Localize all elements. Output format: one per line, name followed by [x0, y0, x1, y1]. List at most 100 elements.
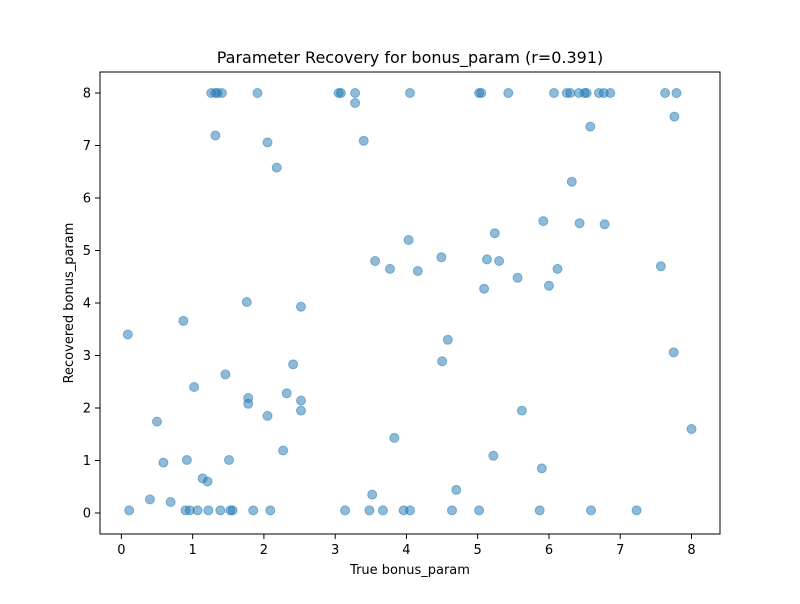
data-point-78: [165, 497, 176, 507]
data-point-10: [476, 88, 487, 98]
data-point-29: [271, 162, 282, 173]
data-point-33: [599, 219, 610, 230]
y-tick-label: 0: [83, 507, 91, 522]
data-point-67: [278, 445, 289, 456]
data-point-70: [224, 455, 234, 465]
data-point-43: [412, 266, 423, 276]
x-tick-label: 8: [687, 543, 695, 558]
data-point-71: [158, 457, 169, 468]
data-point-22: [671, 88, 682, 98]
plot-frame: [99, 71, 721, 535]
x-tick-label: 0: [117, 543, 125, 558]
data-point-91: [377, 505, 388, 516]
data-point-51: [442, 334, 453, 345]
data-point-77: [144, 494, 155, 505]
data-point-98: [631, 505, 642, 516]
data-point-60: [243, 398, 254, 409]
y-tick-label: 7: [83, 139, 91, 154]
x-tick-label: 4: [402, 543, 410, 558]
data-point-65: [686, 424, 697, 434]
data-point-3: [216, 88, 227, 98]
x-tick-label: 5: [474, 543, 482, 558]
data-point-49: [178, 315, 189, 326]
data-point-21: [660, 88, 671, 98]
data-point-23: [350, 98, 361, 108]
data-point-40: [655, 261, 666, 272]
y-tick-label: 4: [83, 297, 91, 312]
data-point-34: [489, 228, 500, 239]
data-point-37: [482, 254, 492, 265]
data-point-39: [494, 256, 505, 266]
data-point-59: [296, 395, 306, 406]
data-point-88: [265, 505, 276, 516]
y-tick-label: 8: [83, 87, 91, 102]
data-point-84: [215, 505, 226, 516]
data-point-75: [451, 484, 462, 495]
y-axis-title: Recovered bonus_param: [62, 223, 77, 384]
data-point-68: [488, 450, 499, 461]
data-point-38: [370, 256, 381, 266]
data-point-93: [405, 505, 415, 516]
data-point-87: [248, 505, 259, 516]
data-point-54: [288, 359, 299, 370]
data-point-7: [350, 88, 361, 98]
data-point-41: [385, 263, 395, 274]
x-tick-label: 1: [189, 543, 197, 558]
x-tick-label: 2: [260, 543, 268, 558]
data-point-42: [552, 263, 563, 274]
data-point-64: [152, 416, 162, 427]
data-point-35: [403, 235, 414, 245]
data-point-76: [367, 489, 378, 500]
data-point-46: [479, 283, 490, 294]
data-point-82: [192, 505, 203, 516]
data-point-4: [252, 88, 263, 98]
data-point-61: [296, 405, 306, 416]
data-point-30: [566, 176, 577, 187]
data-point-96: [534, 505, 545, 516]
points-layer: [122, 88, 697, 516]
y-tick-label: 2: [83, 402, 91, 417]
data-point-26: [210, 130, 221, 141]
data-point-69: [181, 455, 192, 465]
data-point-95: [474, 505, 485, 516]
data-point-44: [512, 272, 523, 283]
data-point-27: [358, 135, 369, 146]
data-point-74: [202, 476, 213, 487]
data-point-53: [437, 356, 448, 367]
data-point-63: [262, 410, 273, 421]
ticks-layer: 0 1 2 3 4 5 6 7 8 0 1 2 3 4 5 6 7 8: [83, 87, 696, 559]
data-point-17: [581, 88, 592, 98]
data-point-55: [220, 369, 231, 380]
data-point-45: [544, 280, 554, 291]
data-point-97: [586, 505, 596, 516]
data-point-31: [538, 216, 549, 227]
data-point-25: [585, 121, 596, 132]
data-point-20: [605, 88, 616, 98]
data-point-56: [189, 382, 200, 392]
data-point-50: [122, 329, 133, 340]
data-point-83: [203, 505, 214, 516]
data-point-52: [668, 347, 679, 358]
data-point-14: [565, 88, 576, 98]
data-point-57: [281, 388, 292, 399]
y-tick-label: 5: [83, 244, 91, 259]
data-point-24: [669, 111, 680, 122]
data-point-62: [516, 405, 527, 416]
data-point-32: [574, 218, 585, 229]
data-point-66: [389, 432, 400, 443]
y-tick-label: 1: [83, 454, 91, 469]
chart-title: Parameter Recovery for bonus_param (r=0.…: [217, 48, 604, 68]
x-tick-label: 7: [616, 543, 624, 558]
data-point-86: [227, 505, 238, 516]
data-point-12: [549, 88, 559, 98]
x-tick-label: 6: [545, 543, 553, 558]
data-point-89: [340, 505, 351, 516]
y-tick-label: 3: [83, 349, 91, 364]
data-point-90: [364, 505, 375, 516]
data-point-36: [436, 252, 447, 263]
data-point-6: [335, 88, 346, 98]
data-point-28: [262, 137, 273, 148]
